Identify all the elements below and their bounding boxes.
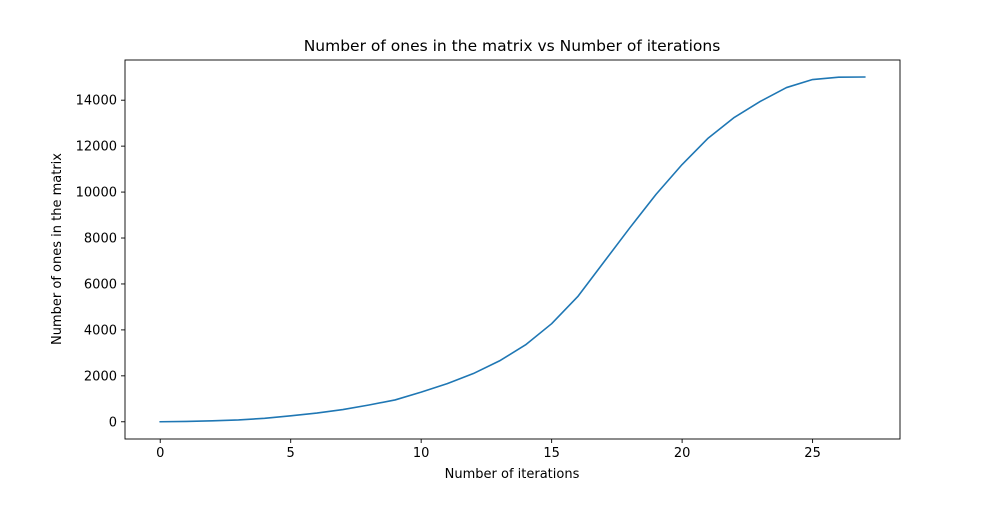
y-tick-label: 0 <box>109 415 117 430</box>
series-line <box>159 76 866 423</box>
plot-area <box>159 76 866 423</box>
x-tick-label: 10 <box>413 446 430 461</box>
axes: 0 5 10 15 20 25 0 2000 4000 6000 8000 10000 12000 140… <box>76 59 901 461</box>
y-tick-label: 6000 <box>84 277 117 292</box>
axes-frame <box>124 59 901 440</box>
x-tick-label: 15 <box>543 446 560 461</box>
x-tick-label: 5 <box>287 446 295 461</box>
y-tick-label: 10000 <box>76 186 117 201</box>
x-axis-label: Number of iterations <box>445 467 580 482</box>
x-tick-label: 20 <box>674 446 691 461</box>
y-axis-label: Number of ones in the matrix <box>50 153 65 345</box>
x-tick-label: 25 <box>804 446 821 461</box>
y-tick-label: 12000 <box>76 140 117 155</box>
y-tick-label: 2000 <box>84 369 117 384</box>
chart-title: Number of ones in the matrix vs Number o… <box>304 37 721 55</box>
y-tick-label: 4000 <box>84 323 117 338</box>
x-tick-label: 0 <box>156 446 164 461</box>
y-tick-label: 8000 <box>84 232 117 247</box>
y-tick-label: 14000 <box>76 94 117 109</box>
